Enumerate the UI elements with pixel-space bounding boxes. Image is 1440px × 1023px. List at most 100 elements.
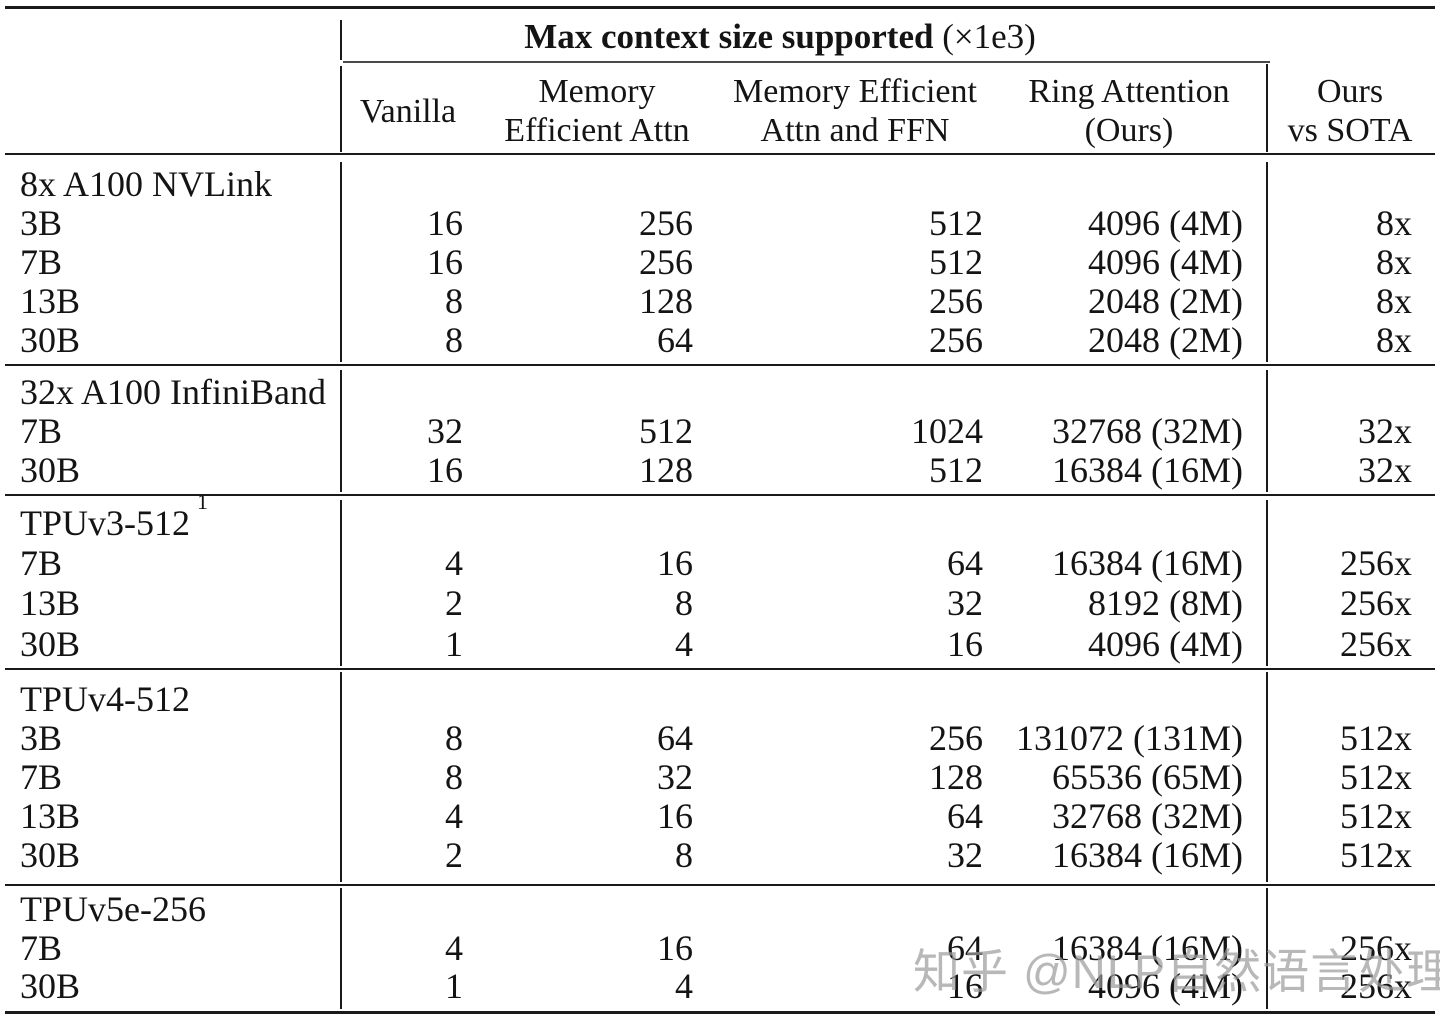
column-header-line: Vanilla <box>359 92 457 130</box>
top-rule <box>5 6 1435 9</box>
model-label: 7B <box>20 927 63 968</box>
table-row: 7B 32 512 1024 32768 (32M) 32x <box>0 411 1440 450</box>
model-label: 30B <box>20 450 81 491</box>
ours-vs-sota-value: 256x <box>1340 583 1412 624</box>
ours-vs-sota-value: 8x <box>1376 202 1412 243</box>
column-header-memory-efficient-attn-ffn: Memory Efficient Attn and FFN <box>702 70 1008 152</box>
table-section: TPUv4-512 3B 8 64 256 131072 (131M) 512x… <box>0 680 1440 874</box>
mem-eff-attn-ffn-value: 512 <box>929 202 983 243</box>
mem-eff-attn-ffn-value: 64 <box>947 795 983 836</box>
section-divider-1 <box>5 364 1435 366</box>
hardware-row: TPUv4-512 <box>0 680 1440 719</box>
ours-vs-sota-value: 256x <box>1340 623 1412 664</box>
model-label: 30B <box>20 966 81 1007</box>
column-header-line: Memory Efficient <box>733 73 977 110</box>
model-label: 7B <box>20 756 63 797</box>
ours-vs-sota-value: 256x <box>1340 542 1412 583</box>
mem-eff-attn-value: 64 <box>657 718 693 759</box>
model-label: 3B <box>20 718 63 759</box>
ours-vs-sota-value: 512x <box>1340 834 1412 875</box>
ring-attention-value: 8192 (8M) <box>1088 583 1243 624</box>
column-header-line: Memory <box>538 73 656 110</box>
mem-eff-attn-ffn-value: 128 <box>929 756 983 797</box>
ring-attention-value: 2048 (2M) <box>1088 281 1243 322</box>
table-section: TPUv5e-256 7B 4 16 64 16384 (16M) 256x 3… <box>0 890 1440 1006</box>
table-row: 7B 16 256 512 4096 (4M) 8x <box>0 242 1440 281</box>
ours-vs-sota-value: 8x <box>1376 281 1412 322</box>
vertical-rule <box>340 20 342 60</box>
vertical-rule <box>1266 500 1268 666</box>
header-bottom-rule <box>5 153 1435 155</box>
vanilla-value: 16 <box>427 241 463 282</box>
mem-eff-attn-ffn-value: 16 <box>947 623 983 664</box>
ring-attention-value: 16384 (16M) <box>1052 542 1243 583</box>
mem-eff-attn-value: 8 <box>675 583 693 624</box>
table-row: 13B 8 128 256 2048 (2M) 8x <box>0 282 1440 321</box>
table-section: 8x A100 NVLink 3B 16 256 512 4096 (4M) 8… <box>0 164 1440 360</box>
table-row: 13B 4 16 64 32768 (32M) 512x <box>0 796 1440 835</box>
column-header-line: Ours <box>1316 73 1384 110</box>
table-row: 30B 8 64 256 2048 (2M) 8x <box>0 321 1440 360</box>
model-label: 7B <box>20 241 63 282</box>
mem-eff-attn-ffn-value: 16 <box>947 966 983 1007</box>
vanilla-value: 4 <box>445 927 463 968</box>
table-row: 30B 16 128 512 16384 (16M) 32x <box>0 451 1440 490</box>
mem-eff-attn-value: 256 <box>639 241 693 282</box>
section-divider-3 <box>5 668 1435 670</box>
ours-vs-sota-value: 8x <box>1376 320 1412 361</box>
vertical-rule <box>340 672 342 882</box>
zhihu-watermark: 知乎 @NLP自然语言处理 <box>913 945 1440 998</box>
hardware-row: 8x A100 NVLink <box>0 164 1440 203</box>
model-label: 3B <box>20 202 63 243</box>
table-row: 3B 16 256 512 4096 (4M) 8x <box>0 203 1440 242</box>
mem-eff-attn-value: 128 <box>639 450 693 491</box>
ours-vs-sota-value: 512x <box>1340 718 1412 759</box>
hardware-row: TPUv3-5121 <box>0 490 1440 543</box>
vertical-rule <box>1266 370 1268 492</box>
column-header-line: Efficient Attn <box>504 112 690 149</box>
vanilla-value: 16 <box>427 202 463 243</box>
column-header-line: Ring Attention <box>1028 73 1230 110</box>
ours-vs-sota-value: 256x <box>1340 927 1412 968</box>
hardware-row: 32x A100 InfiniBand <box>0 372 1440 411</box>
vertical-rule <box>1266 888 1268 1009</box>
ring-attention-value: 32768 (32M) <box>1052 410 1243 451</box>
model-label: 30B <box>20 320 81 361</box>
column-header-line: vs SOTA <box>1287 112 1413 149</box>
ring-attention-value: 2048 (2M) <box>1088 320 1243 361</box>
column-header-line: Attn and FFN <box>760 112 950 149</box>
ours-vs-sota-value: 512x <box>1340 756 1412 797</box>
ring-attention-value: 32768 (32M) <box>1052 795 1243 836</box>
mem-eff-attn-value: 16 <box>657 927 693 968</box>
vanilla-value: 16 <box>427 450 463 491</box>
model-label: 30B <box>20 834 81 875</box>
ring-attention-value: 65536 (65M) <box>1052 756 1243 797</box>
vertical-rule <box>1266 162 1268 362</box>
table-row: 30B 1 4 16 4096 (4M) 256x <box>0 967 1440 1006</box>
table-row: 7B 8 32 128 65536 (65M) 512x <box>0 758 1440 797</box>
vanilla-value: 8 <box>445 281 463 322</box>
column-header-ring-attention: Ring Attention (Ours) <box>1000 70 1258 152</box>
ours-vs-sota-value: 256x <box>1340 966 1412 1007</box>
model-label: 30B <box>20 623 81 664</box>
footnote-marker: 1 <box>197 488 208 514</box>
column-header-vanilla: Vanilla <box>343 70 473 152</box>
vertical-rule <box>340 500 342 666</box>
vertical-rule <box>340 162 342 362</box>
column-header-memory-efficient-attn: Memory Efficient Attn <box>468 70 726 152</box>
hardware-label: TPUv5e-256 <box>20 889 206 930</box>
title-underline <box>343 61 1270 63</box>
mem-eff-attn-value: 32 <box>657 756 693 797</box>
mem-eff-attn-ffn-value: 32 <box>947 583 983 624</box>
mem-eff-attn-ffn-value: 512 <box>929 241 983 282</box>
section-divider-2 <box>5 494 1435 496</box>
hardware-row: TPUv5e-256 <box>0 890 1440 929</box>
vertical-rule <box>1266 64 1268 152</box>
mem-eff-attn-ffn-value: 256 <box>929 281 983 322</box>
section-divider-4 <box>5 884 1435 886</box>
mem-eff-attn-value: 16 <box>657 542 693 583</box>
ring-attention-value: 4096 (4M) <box>1088 623 1243 664</box>
table-title-units: (×1e3) <box>933 17 1036 56</box>
hardware-label: 8x A100 NVLink <box>20 163 272 204</box>
